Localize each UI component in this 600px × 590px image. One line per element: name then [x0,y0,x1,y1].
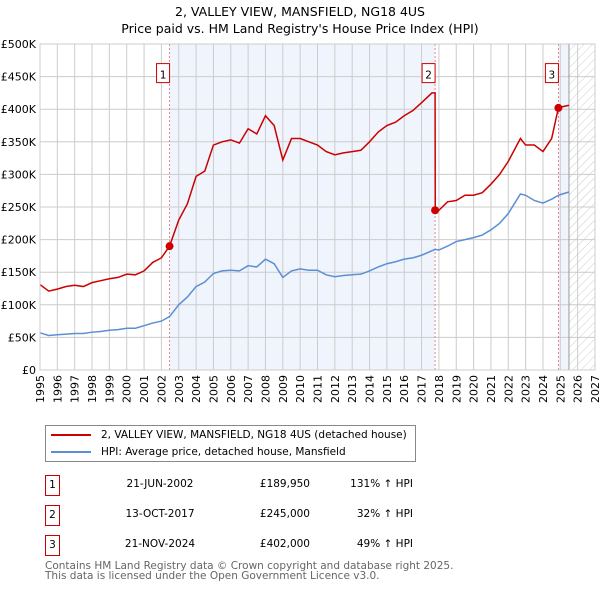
y-tick-label: £150K [1,266,37,279]
sale-hpi: 32% ↑ HPI [356,508,413,520]
y-tick-label: £0 [22,364,36,377]
x-tick-label: 2005 [207,375,220,403]
x-tick-label: 2015 [381,375,394,403]
sale-date: 13-OCT-2017 [125,508,195,520]
table-row: 1 21-JUN-2002 £189,950 131% ↑ HPI [45,475,465,496]
y-tick-label: £450K [1,71,37,84]
table-row: 2 13-OCT-2017 £245,000 32% ↑ HPI [45,505,465,526]
x-tick-label: 2016 [398,375,411,403]
sale-point [431,206,440,215]
legend: 2, VALLEY VIEW, MANSFIELD, NG18 4US (det… [45,425,416,462]
x-tick-label: 2007 [242,375,255,403]
x-tick-label: 2025 [554,375,567,403]
x-tick-label: 1999 [103,375,116,403]
x-tick-label: 2017 [416,375,429,403]
sale-label: 3 [549,70,556,82]
x-tick-label: 2019 [450,375,463,403]
footer-licence: This data is licensed under the Open Gov… [45,570,380,582]
x-tick-label: 2010 [294,375,307,403]
sale-label: 2 [425,70,432,82]
y-tick-label: £250K [1,201,37,214]
x-tick-label: 2014 [364,375,377,403]
hpi-line [39,191,570,337]
x-tick-label: 1996 [51,375,64,403]
x-tick-label: 2022 [502,375,515,403]
x-tick-label: 2009 [277,375,290,403]
sale-point [165,242,174,251]
x-tick-label: 2021 [485,375,498,403]
sale-label: 1 [160,70,167,82]
sale-badge: 2 [45,505,60,526]
sale-badge: 3 [45,535,60,556]
legend-item-property: 2, VALLEY VIEW, MANSFIELD, NG18 4US (det… [51,429,407,441]
x-tick-label: 2026 [572,375,585,403]
sale-label-box [156,63,171,84]
x-tick-label: 2023 [520,375,533,403]
x-tick-label: 1998 [86,375,99,403]
x-tick-label: 2020 [468,375,481,403]
sale-price: £189,950 [259,478,310,490]
x-tick-label: 2000 [121,375,134,403]
sale-hpi: 49% ↑ HPI [356,538,413,550]
plot-area: 1995 1996 1997 1998 1999 2000 2001 2002 2003 2004… [1,38,600,403]
legend-swatch-red [51,434,91,436]
chart-title: 2, VALLEY VIEW, MANSFIELD, NG18 4US [175,4,425,19]
x-tick-label: 2002 [155,375,168,403]
sale-hpi: 131% ↑ HPI [350,478,413,490]
y-tick-label: £200K [1,234,37,247]
x-tick-label: 2018 [433,375,446,403]
sale-price: £245,000 [259,508,310,520]
x-tick-label: 1997 [69,375,82,403]
y-tick-label: £350K [1,136,37,149]
legend-label: HPI: Average price, detached house, Mans… [101,446,346,458]
x-tick-label: 1995 [34,375,47,403]
price-paid-line [39,92,570,292]
footer-copyright: Contains HM Land Registry data © Crown c… [45,560,454,572]
x-tick-label: 2027 [589,375,600,403]
x-tick-label: 2024 [537,375,550,403]
x-tick-label: 2004 [190,375,203,403]
x-tick-label: 2003 [173,375,186,403]
x-tick-label: 2006 [225,375,238,403]
y-tick-label: £50K [8,331,37,344]
legend-label: 2, VALLEY VIEW, MANSFIELD, NG18 4US (det… [101,429,407,441]
y-tick-label: £100K [1,299,37,312]
x-tick-label: 2013 [346,375,359,403]
plot-border [39,43,596,371]
x-tick-label: 2011 [312,375,325,403]
y-tick-label: £500K [1,38,37,51]
legend-item-hpi: HPI: Average price, detached house, Mans… [51,446,346,458]
sale-price: £402,000 [259,538,310,550]
chart-subtitle: Price paid vs. HM Land Registry's House … [121,21,479,36]
x-tick-label: 2012 [329,375,342,403]
y-tick-label: £400K [1,103,37,116]
sale-point [554,103,563,112]
x-tick-label: 2008 [259,375,272,403]
legend-swatch-blue [51,451,91,453]
sale-date: 21-NOV-2024 [124,538,196,550]
sale-label-box [421,63,436,84]
sale-date: 21-JUN-2002 [126,478,194,490]
x-tick-label: 2001 [138,375,151,403]
y-tick-label: £300K [1,168,37,181]
sale-label-box [544,63,559,84]
sale-badge: 1 [45,475,60,496]
table-row: 3 21-NOV-2024 £402,000 49% ↑ HPI [45,535,465,556]
